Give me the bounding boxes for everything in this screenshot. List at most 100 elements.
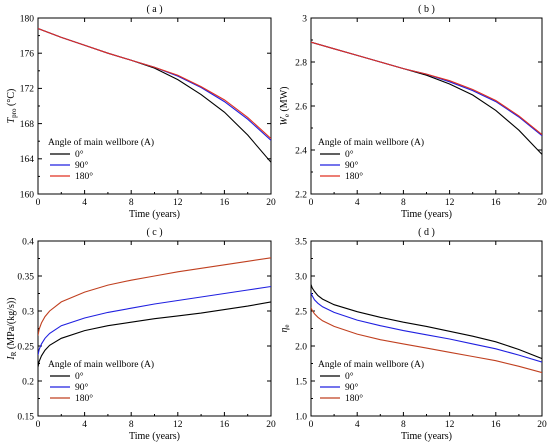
x-tick-label: 16 xyxy=(491,198,501,208)
x-tick-label: 8 xyxy=(129,198,134,208)
y-axis-label: IR (MPa/(kg/s)) xyxy=(6,297,18,360)
legend-entry: 0° xyxy=(345,149,354,160)
panel-label: ( b ) xyxy=(418,4,435,15)
y-tick-label: 0.35 xyxy=(17,272,34,282)
y-tick-label: 2.0 xyxy=(295,342,307,352)
legend-entry: 180° xyxy=(345,171,363,182)
legend-entry: 180° xyxy=(75,393,93,404)
y-tick-label: 176 xyxy=(20,50,35,60)
y-tick-label: 3 xyxy=(302,14,307,24)
y-tick-label: 2.8 xyxy=(295,58,307,68)
y-label-subscript: pro xyxy=(10,108,18,118)
legend-title: Angle of main wellbore (A) xyxy=(318,137,424,148)
y-label-symbol: η xyxy=(279,328,290,333)
panel-c: ( c ) 0 4 8 12 16 20 0.15 0.2 0.25 0.3 0.35 0.4 Time … xyxy=(6,227,276,442)
x-tick-label: 12 xyxy=(173,420,183,430)
x-tick-label: 4 xyxy=(82,420,87,430)
series-line-180° xyxy=(38,257,271,336)
plot-frame xyxy=(37,240,272,417)
legend-entry: 90° xyxy=(75,382,89,393)
panel-a: ( a ) 0 4 8 12 16 20 160 164 168 172 176 180 Time (ye… xyxy=(6,4,276,220)
x-tick-label: 16 xyxy=(220,420,230,430)
legend-entry: 90° xyxy=(75,160,89,171)
x-tick-label: 12 xyxy=(173,198,183,208)
x-tick-label: 8 xyxy=(401,198,406,208)
plot-frame xyxy=(37,17,272,195)
x-tick-label: 0 xyxy=(36,198,41,208)
y-label-subscript: R xyxy=(10,351,18,356)
panel-b: ( b ) 0 4 8 12 16 20 2.2 2.4 2.6 2.8 3 Time (years) W… xyxy=(279,4,547,220)
x-tick-label: 4 xyxy=(82,198,87,208)
x-tick-label: 4 xyxy=(355,420,360,430)
x-tick-label: 0 xyxy=(309,420,314,430)
y-tick-label: 2.2 xyxy=(295,190,307,200)
x-tick-label: 16 xyxy=(491,420,501,430)
y-axis-label: Tpro (°C) xyxy=(6,89,18,124)
panel-label: ( a ) xyxy=(146,4,162,15)
y-label-symbol: I xyxy=(6,356,17,361)
y-label-unit: (MPa/(kg/s)) xyxy=(6,297,17,351)
x-tick-label: 12 xyxy=(445,420,455,430)
y-tick-label: 0.15 xyxy=(17,412,34,422)
y-tick-label: 2.5 xyxy=(295,307,307,317)
y-tick-label: 0.2 xyxy=(22,377,34,387)
y-tick-label: 0.25 xyxy=(17,342,34,352)
series-line-0° xyxy=(311,284,542,360)
y-label-subscript: e xyxy=(283,324,291,327)
legend-title: Angle of main wellbore (A) xyxy=(48,137,154,148)
y-label-unit: (MW) xyxy=(279,87,290,115)
x-axis-label: Time (years) xyxy=(129,209,180,220)
y-tick-label: 180 xyxy=(20,14,35,24)
y-tick-label: 0.4 xyxy=(22,237,34,247)
x-tick-label: 0 xyxy=(36,420,41,430)
series-line-180° xyxy=(311,307,542,374)
x-tick-label: 0 xyxy=(309,198,314,208)
x-tick-label: 20 xyxy=(537,198,547,208)
y-tick-label: 164 xyxy=(20,155,35,165)
series-line-90° xyxy=(311,292,542,363)
legend-entry: 90° xyxy=(345,160,359,171)
legend-entry: 0° xyxy=(345,371,354,382)
series-line-0° xyxy=(38,301,271,368)
x-tick-label: 16 xyxy=(220,198,230,208)
x-tick-label: 12 xyxy=(445,198,455,208)
x-axis-label: Time (years) xyxy=(401,431,452,442)
y-tick-label: 3.0 xyxy=(295,272,307,282)
legend-entry: 0° xyxy=(75,371,84,382)
panel-label: ( d ) xyxy=(418,227,435,238)
series-line-90° xyxy=(38,285,271,356)
y-label-symbol: W xyxy=(279,115,290,125)
series-line-180° xyxy=(311,41,542,136)
legend-entry: 90° xyxy=(345,382,359,393)
legend-entry: 180° xyxy=(75,171,93,182)
x-tick-label: 20 xyxy=(266,198,276,208)
x-tick-label: 8 xyxy=(401,420,406,430)
x-tick-label: 8 xyxy=(129,420,134,430)
series-line-180° xyxy=(38,28,271,139)
y-tick-label: 160 xyxy=(20,190,35,200)
x-tick-label: 4 xyxy=(355,198,360,208)
panel-d: ( d ) 0 4 8 12 16 20 1.0 1.5 2.0 2.5 3.0 3.5 Time (ye… xyxy=(279,227,547,442)
y-tick-label: 172 xyxy=(20,85,35,95)
y-axis-label: ηe xyxy=(279,324,291,332)
y-tick-label: 2.4 xyxy=(295,146,307,156)
y-tick-label: 3.5 xyxy=(295,237,307,247)
legend-entry: 0° xyxy=(75,149,84,160)
x-tick-label: 20 xyxy=(537,420,547,430)
legend-title: Angle of main wellbore (A) xyxy=(318,359,424,370)
y-tick-label: 1.5 xyxy=(295,377,307,387)
legend-title: Angle of main wellbore (A) xyxy=(48,359,154,370)
y-label-unit: (°C) xyxy=(6,89,17,109)
legend-entry: 180° xyxy=(345,393,363,404)
x-tick-label: 20 xyxy=(266,420,276,430)
y-label-subscript: e xyxy=(283,114,291,117)
y-tick-label: 2.6 xyxy=(295,102,307,112)
y-label-symbol: T xyxy=(6,116,17,123)
y-tick-label: 1.0 xyxy=(295,412,307,422)
series-line-90° xyxy=(311,41,542,137)
y-axis-label: We (MW) xyxy=(279,87,291,126)
panel-label: ( c ) xyxy=(146,227,162,238)
x-axis-label: Time (years) xyxy=(401,209,452,220)
y-tick-label: 168 xyxy=(20,120,35,130)
